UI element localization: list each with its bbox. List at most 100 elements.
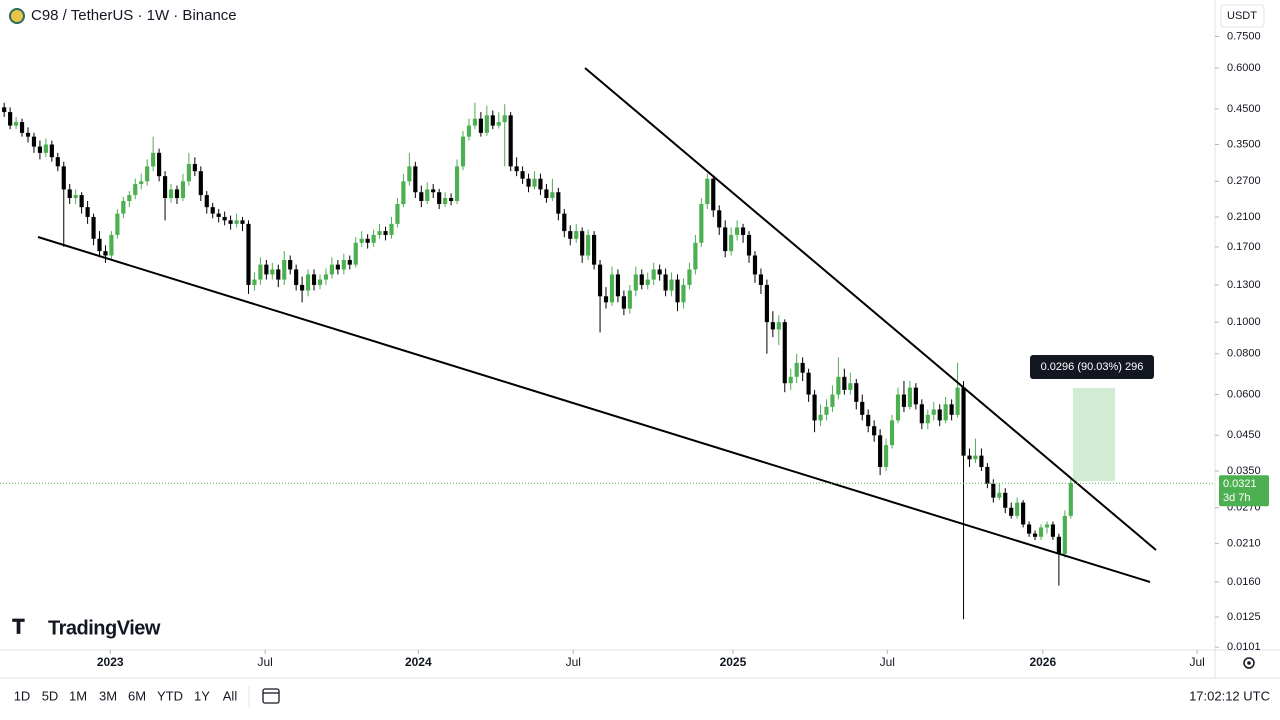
candle-body xyxy=(812,394,817,421)
candle-body xyxy=(746,234,752,256)
candle-body xyxy=(14,122,19,126)
logo-icon: 𝐓 xyxy=(12,616,25,638)
candle-body xyxy=(818,414,823,421)
candle-body xyxy=(568,231,573,239)
candle-body xyxy=(222,216,227,221)
candle-body xyxy=(270,269,275,275)
candle-body xyxy=(454,166,460,201)
candle-body xyxy=(61,166,66,190)
range-button[interactable]: YTD xyxy=(157,688,183,703)
range-button[interactable]: 1Y xyxy=(194,688,210,703)
date-range-icon[interactable] xyxy=(262,688,280,704)
candle-body xyxy=(758,274,764,285)
y-tick-label: 0.1300 xyxy=(1227,279,1261,291)
candle-body xyxy=(359,238,364,243)
symbol-title[interactable]: C98 / TetherUS · 1W · Binance xyxy=(31,7,237,24)
x-tick-label: 2025 xyxy=(720,655,747,669)
candle-body xyxy=(413,166,418,193)
candle-body xyxy=(73,195,78,199)
candle-body xyxy=(526,178,531,187)
range-button[interactable]: 1M xyxy=(69,688,87,703)
candle-body xyxy=(735,227,740,235)
candle-body xyxy=(752,255,758,275)
currency-label[interactable]: USDT xyxy=(1227,10,1257,22)
candle-body xyxy=(973,455,978,460)
candle-body xyxy=(347,259,352,265)
candle-body xyxy=(365,238,370,243)
candle-body xyxy=(1038,527,1044,537)
candle-body xyxy=(168,189,174,199)
candle-body xyxy=(788,376,793,384)
candle-body xyxy=(79,195,84,208)
candle-body xyxy=(335,264,340,270)
settings-icon[interactable] xyxy=(1243,657,1255,669)
lower-trendline[interactable] xyxy=(37,236,1151,583)
y-tick-label: 0.1700 xyxy=(1227,241,1261,253)
candle-body xyxy=(186,164,191,182)
candle-body xyxy=(943,404,948,421)
plot-area xyxy=(2,102,1073,620)
candle-body xyxy=(627,290,632,309)
range-button[interactable]: 3M xyxy=(99,688,117,703)
candle-body xyxy=(723,227,728,252)
measure-box[interactable] xyxy=(1073,388,1115,481)
candle-body xyxy=(532,178,537,187)
candle-body xyxy=(437,192,442,205)
candle-body xyxy=(997,492,1002,498)
candle-body xyxy=(872,426,877,436)
candle-body xyxy=(800,362,805,373)
candle-body xyxy=(1021,502,1026,525)
candle-body xyxy=(597,264,603,297)
candle-body xyxy=(210,207,215,214)
candle-body xyxy=(502,115,507,123)
candle-body xyxy=(425,189,430,201)
y-tick-label: 0.0101 xyxy=(1227,641,1261,653)
candle-body xyxy=(294,269,299,285)
candle-body xyxy=(556,192,561,214)
candle-body xyxy=(883,445,889,467)
candle-body xyxy=(717,210,722,228)
candle-body xyxy=(276,269,281,280)
candle-body xyxy=(824,406,829,415)
candle-body xyxy=(472,118,478,126)
candle-body xyxy=(645,279,650,285)
candle-body xyxy=(389,223,394,235)
candle-body xyxy=(264,264,269,275)
candle-body xyxy=(520,171,525,179)
upper-trendline[interactable] xyxy=(584,67,1157,551)
y-tick-label: 0.2700 xyxy=(1227,175,1261,187)
candle-body xyxy=(377,231,382,235)
candle-body xyxy=(103,251,108,256)
clock[interactable]: 17:02:12 UTC xyxy=(1189,688,1270,703)
candle-body xyxy=(842,376,847,390)
candle-body xyxy=(246,223,251,285)
candle-body xyxy=(8,112,13,126)
y-tick-label: 0.7500 xyxy=(1227,30,1261,42)
candle-body xyxy=(97,238,102,252)
candle-body xyxy=(663,274,668,291)
currency-button[interactable] xyxy=(1220,4,1265,28)
range-button[interactable]: 5D xyxy=(42,688,59,703)
candle-body xyxy=(1009,507,1014,516)
candle-body xyxy=(979,455,984,467)
candle-body xyxy=(282,259,287,280)
candle-body xyxy=(127,195,132,201)
candle-body xyxy=(484,115,489,133)
candle-body xyxy=(311,274,317,285)
range-button[interactable]: 6M xyxy=(128,688,146,703)
candle-body xyxy=(139,181,144,184)
candle-body xyxy=(836,376,841,395)
y-tick-label: 0.1000 xyxy=(1227,316,1261,328)
candle-body xyxy=(317,279,323,285)
logo[interactable]: TradingView xyxy=(48,617,161,639)
candle-body xyxy=(192,164,197,172)
range-button[interactable]: All xyxy=(223,688,238,703)
countdown-label: 3d 7h xyxy=(1223,492,1251,504)
y-tick-label: 0.0125 xyxy=(1227,611,1261,623)
candle-body xyxy=(234,220,239,224)
candle-body xyxy=(693,242,698,270)
range-button[interactable]: 1D xyxy=(14,688,31,703)
candle-body xyxy=(729,234,734,252)
candle-body xyxy=(889,420,895,446)
